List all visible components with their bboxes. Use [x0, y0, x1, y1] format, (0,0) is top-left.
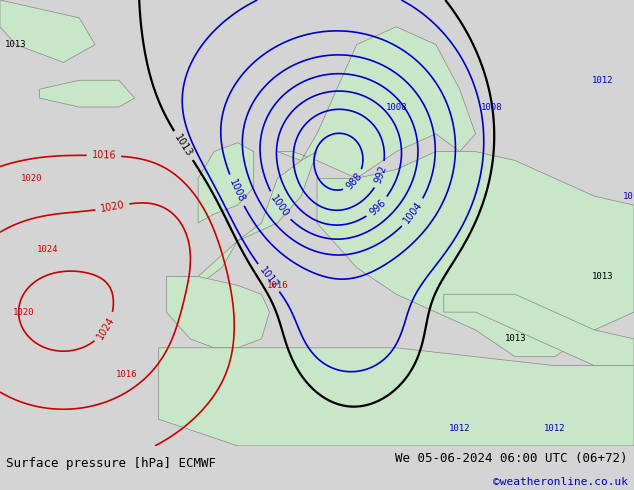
Text: 1008: 1008 [481, 102, 502, 112]
Text: 1008: 1008 [385, 102, 407, 112]
Text: 1000: 1000 [268, 193, 290, 219]
Text: 988: 988 [345, 172, 365, 192]
Text: 1012: 1012 [449, 423, 470, 433]
Text: 1020: 1020 [100, 200, 126, 214]
Polygon shape [198, 143, 254, 223]
Text: 1020: 1020 [13, 308, 34, 317]
Text: We 05-06-2024 06:00 UTC (06+72): We 05-06-2024 06:00 UTC (06+72) [395, 452, 628, 465]
Text: 1012: 1012 [257, 265, 280, 291]
Text: 1016: 1016 [116, 370, 138, 379]
Polygon shape [444, 294, 634, 366]
Text: 1020: 1020 [21, 174, 42, 183]
Text: 1016: 1016 [91, 150, 116, 161]
Text: Surface pressure [hPa] ECMWF: Surface pressure [hPa] ECMWF [6, 457, 216, 470]
Text: 1004: 1004 [402, 200, 425, 226]
Polygon shape [158, 348, 634, 446]
Text: 1012: 1012 [544, 423, 566, 433]
Polygon shape [317, 151, 634, 357]
Text: 1013: 1013 [172, 133, 194, 159]
Text: 1013: 1013 [5, 40, 27, 49]
Text: 1008: 1008 [227, 177, 246, 204]
Text: 1013: 1013 [592, 272, 613, 281]
Text: 1013: 1013 [505, 334, 526, 343]
Polygon shape [278, 27, 476, 178]
Text: ©weatheronline.co.uk: ©weatheronline.co.uk [493, 477, 628, 487]
Text: 996: 996 [367, 197, 387, 217]
Polygon shape [0, 0, 95, 62]
Polygon shape [166, 276, 269, 348]
Polygon shape [174, 151, 317, 285]
Text: 1016: 1016 [267, 281, 288, 290]
Text: 992: 992 [373, 164, 389, 185]
Polygon shape [39, 80, 134, 107]
Text: 1012: 1012 [623, 192, 634, 201]
Text: 1012: 1012 [592, 76, 613, 85]
Text: 1024: 1024 [95, 315, 117, 341]
Text: 1024: 1024 [37, 245, 58, 254]
